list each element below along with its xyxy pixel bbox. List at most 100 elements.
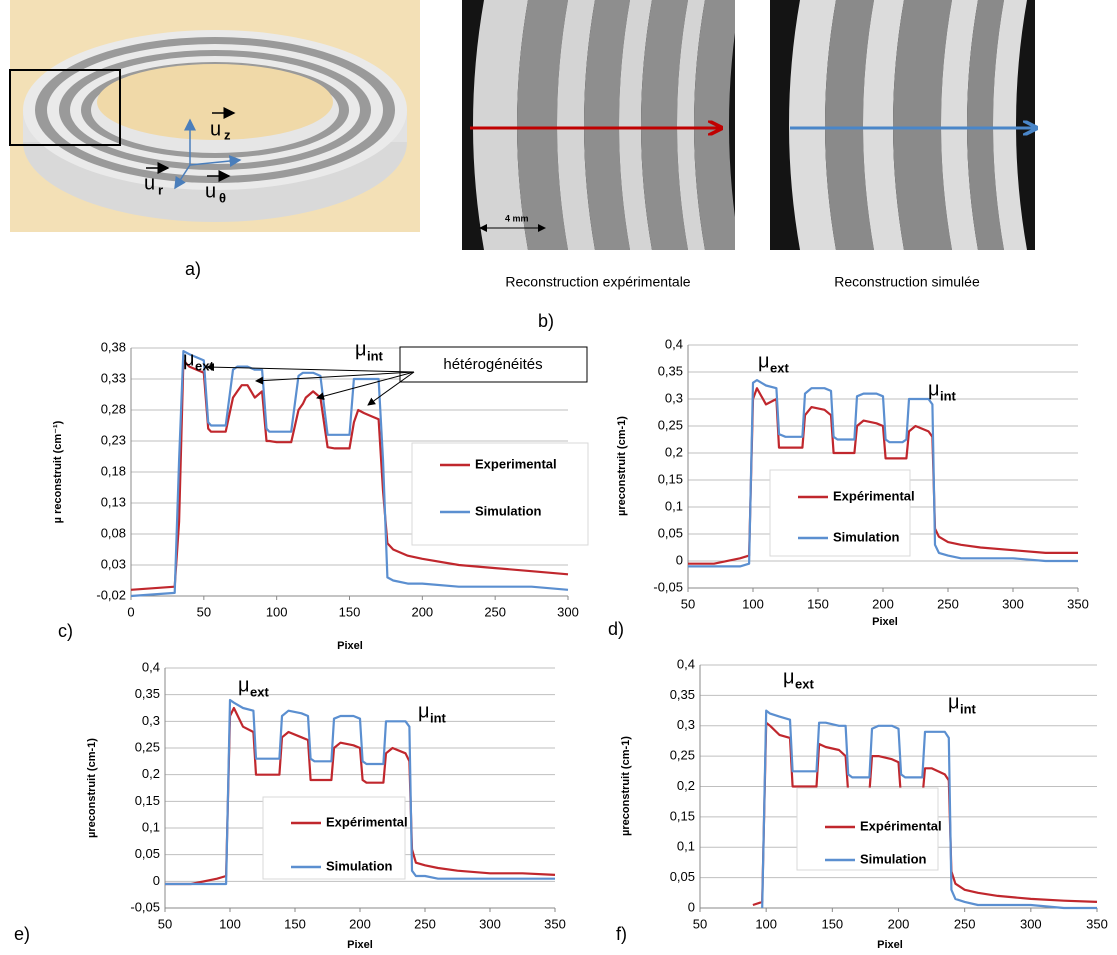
x-tick-label: 150 bbox=[339, 604, 361, 619]
x-tick-label: 300 bbox=[1002, 596, 1024, 611]
x-tick-label: 300 bbox=[479, 916, 501, 931]
x-tick-label: 250 bbox=[937, 596, 959, 611]
x-tick-label: 150 bbox=[284, 916, 306, 931]
y-tick-label: 0,05 bbox=[670, 869, 695, 884]
y-tick-label: 0,2 bbox=[142, 766, 160, 781]
y-tick-label: 0 bbox=[153, 873, 160, 888]
x-tick-label: 50 bbox=[693, 916, 707, 931]
y-tick-label: 0,15 bbox=[658, 471, 683, 486]
annotation-symbol: μ bbox=[948, 691, 960, 713]
caption: Reconstruction simulée bbox=[834, 274, 980, 290]
x-tick-label: 200 bbox=[872, 596, 894, 611]
y-tick-label: -0,05 bbox=[130, 899, 160, 914]
y-tick-label: 0,33 bbox=[101, 370, 126, 385]
panel-label: a) bbox=[185, 259, 201, 279]
annotation-subscript: ext bbox=[195, 358, 214, 373]
stripe bbox=[941, 0, 978, 250]
image-bg bbox=[735, 0, 770, 250]
series-line bbox=[130, 350, 569, 598]
annotation-symbol: μ bbox=[238, 674, 250, 696]
y-tick-label: 0 bbox=[688, 899, 695, 914]
simulated-reconstruction bbox=[770, 0, 1035, 250]
y-tick-label: 0,28 bbox=[101, 401, 126, 416]
annotation-subscript: ext bbox=[795, 676, 814, 691]
y-axis-label: µreconstruit (cm-1) bbox=[86, 738, 98, 838]
stripe bbox=[641, 0, 688, 250]
scale-label: 4 mm bbox=[505, 213, 529, 223]
x-axis-label: Pixel bbox=[347, 939, 373, 951]
legend-box bbox=[796, 787, 939, 871]
legend-label: Experimental bbox=[475, 456, 557, 471]
vector-subscript: z bbox=[224, 127, 231, 142]
stripe bbox=[967, 0, 1004, 250]
series-line bbox=[165, 698, 555, 886]
legend-label: Expérimental bbox=[860, 818, 942, 833]
x-tick-label: 150 bbox=[821, 916, 843, 931]
y-tick-label: 0,25 bbox=[670, 748, 695, 763]
x-tick-label: 100 bbox=[755, 916, 777, 931]
x-tick-label: 350 bbox=[1067, 596, 1089, 611]
x-tick-label: 350 bbox=[1086, 916, 1108, 931]
annotation-subscript: int bbox=[430, 710, 447, 725]
y-tick-label: 0,2 bbox=[665, 444, 683, 459]
y-tick-label: 0,1 bbox=[142, 819, 160, 834]
stripe bbox=[893, 0, 952, 250]
x-tick-label: 200 bbox=[411, 604, 433, 619]
stripe bbox=[584, 0, 630, 250]
y-tick-label: 0,38 bbox=[101, 339, 126, 354]
y-tick-label: 0,1 bbox=[665, 498, 683, 513]
callout-arrow bbox=[367, 371, 415, 406]
panel-label: f) bbox=[616, 924, 627, 944]
y-axis-label: µreconstruit (cm-1) bbox=[616, 416, 628, 516]
y-axis-label: µ reconstruit (cm⁻¹) bbox=[52, 420, 64, 523]
annotation-symbol: μ bbox=[758, 350, 770, 372]
vector-subscript: r bbox=[158, 182, 163, 197]
legend-box bbox=[769, 469, 911, 557]
y-tick-label: 0,08 bbox=[101, 525, 126, 540]
callout-label: hétérogénéités bbox=[443, 356, 542, 373]
y-tick-label: 0,05 bbox=[658, 525, 683, 540]
ring-image bbox=[9, 0, 420, 232]
stripe bbox=[517, 0, 568, 250]
legend-label: Simulation bbox=[475, 503, 542, 518]
y-tick-label: 0,15 bbox=[670, 808, 695, 823]
stripe bbox=[825, 0, 874, 250]
vector-symbol: u bbox=[210, 118, 221, 140]
callout-arrow bbox=[316, 371, 415, 401]
annotation-subscript: ext bbox=[250, 684, 269, 699]
y-tick-label: 0,4 bbox=[677, 656, 695, 671]
x-tick-label: 300 bbox=[1020, 916, 1042, 931]
x-tick-label: 0 bbox=[127, 604, 134, 619]
y-tick-label: 0 bbox=[676, 552, 683, 567]
y-tick-label: 0,3 bbox=[677, 717, 695, 732]
x-tick-label: 300 bbox=[557, 604, 579, 619]
series-line bbox=[761, 709, 1097, 910]
x-axis-label: Pixel bbox=[877, 939, 903, 951]
y-tick-label: 0,25 bbox=[658, 417, 683, 432]
panel-label: b) bbox=[538, 311, 554, 331]
annotation-symbol: μ bbox=[183, 348, 195, 370]
legend-label: Simulation bbox=[833, 529, 900, 544]
series-line bbox=[688, 379, 1078, 568]
y-tick-label: 0,23 bbox=[101, 432, 126, 447]
y-tick-label: 0,13 bbox=[101, 494, 126, 509]
legend-label: Expérimental bbox=[833, 488, 915, 503]
vector-symbol: u bbox=[205, 180, 216, 202]
experimental-reconstruction bbox=[462, 0, 740, 250]
callout-arrow bbox=[206, 363, 415, 373]
annotation-subscript: ext bbox=[770, 360, 789, 375]
x-tick-label: 250 bbox=[954, 916, 976, 931]
x-tick-label: 150 bbox=[807, 596, 829, 611]
x-tick-label: 100 bbox=[219, 916, 241, 931]
vector-subscript: θ bbox=[219, 190, 226, 205]
y-tick-label: -0,02 bbox=[96, 587, 126, 602]
callout-box bbox=[399, 346, 588, 383]
x-axis-label: Pixel bbox=[872, 616, 898, 628]
annotation-symbol: μ bbox=[783, 666, 795, 688]
panel-label: e) bbox=[14, 924, 30, 944]
annotation-subscript: int bbox=[367, 348, 384, 363]
x-tick-label: 350 bbox=[544, 916, 566, 931]
legend-label: Expérimental bbox=[326, 814, 408, 829]
callout-arrow bbox=[255, 371, 415, 385]
y-tick-label: 0,1 bbox=[677, 839, 695, 854]
